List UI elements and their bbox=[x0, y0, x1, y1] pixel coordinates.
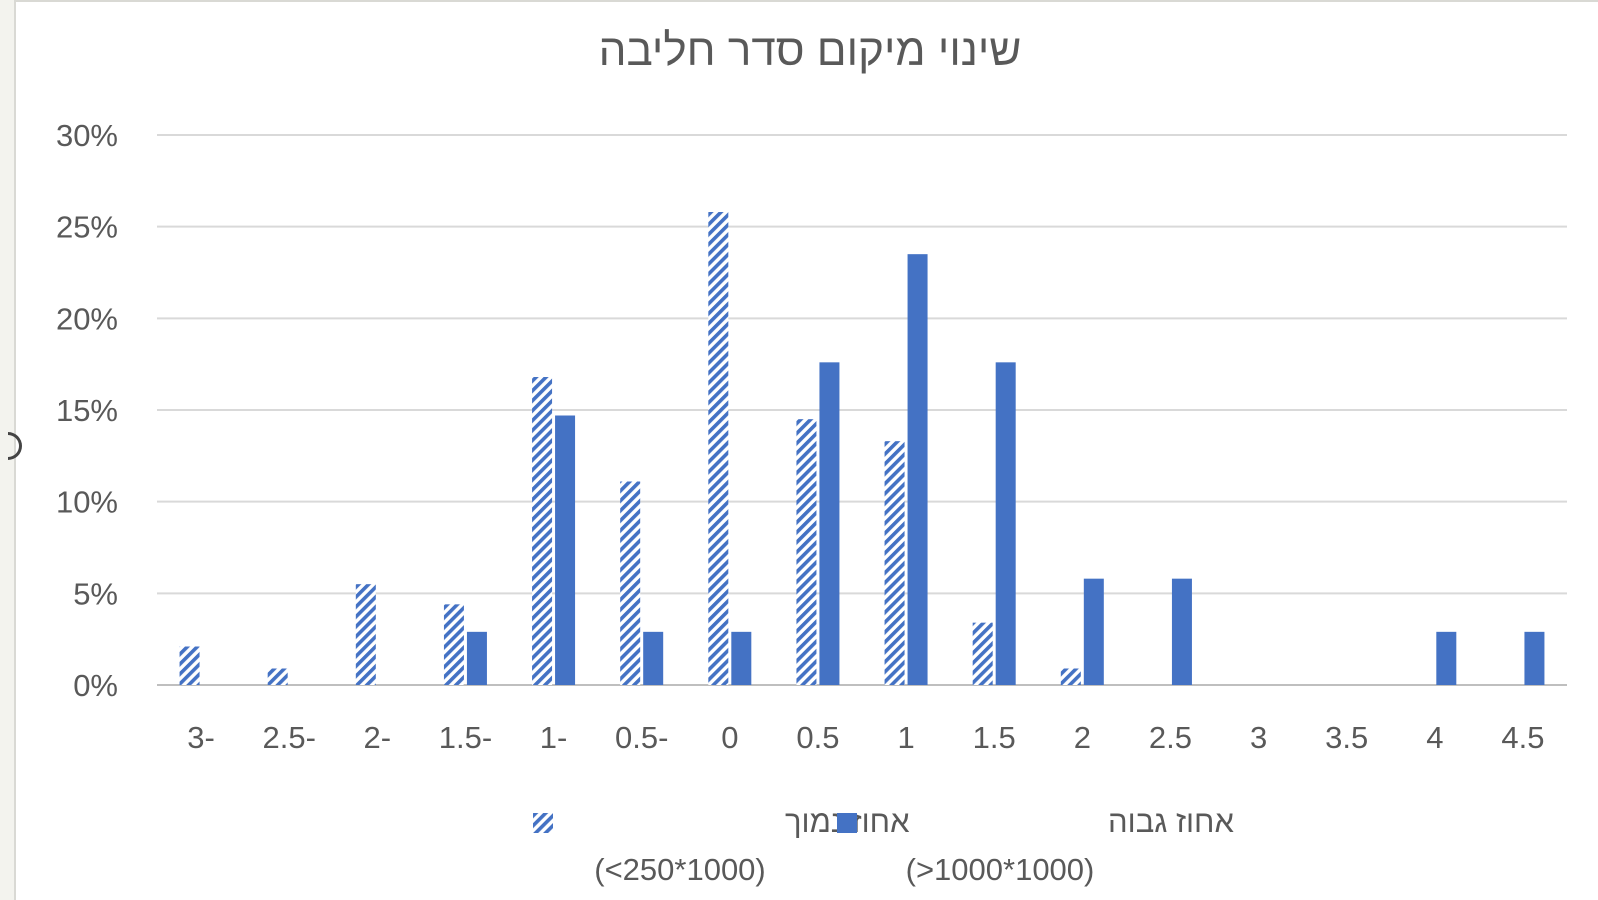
x-tick-label: 0.5- bbox=[615, 720, 668, 755]
bar-high-percent bbox=[1171, 578, 1192, 685]
legend-sublabel-low-percent: (<250*1000) bbox=[594, 852, 766, 887]
bar-low-percent bbox=[972, 622, 993, 685]
y-axis-ticks: 0% 5% 10% 15% 20% 25% 30% bbox=[56, 118, 118, 703]
x-axis-ticks: 3- 2.5- 2- 1.5- 1- 0.5- 0 0.5 1 1.5 2 2.5 3 3.5 4 4.5 bbox=[187, 720, 1544, 755]
legend: אחוז נמוך(<250*1000)אחוז גבוה(>1000*1000… bbox=[533, 804, 1234, 887]
bar-low-percent bbox=[796, 419, 817, 685]
bar-high-percent bbox=[1524, 631, 1545, 685]
chart-title: שינוי מיקום סדר חליבה bbox=[599, 26, 1022, 75]
bars bbox=[179, 212, 1545, 685]
bar-high-percent bbox=[466, 631, 487, 685]
x-tick-label: 2.5 bbox=[1149, 720, 1192, 755]
bar-high-percent bbox=[555, 415, 576, 685]
x-tick-label: 1 bbox=[897, 720, 914, 755]
x-tick-label: 2- bbox=[364, 720, 392, 755]
x-tick-label: 1- bbox=[540, 720, 568, 755]
x-tick-label: 0 bbox=[721, 720, 738, 755]
bar-high-percent bbox=[907, 254, 928, 685]
bar-low-percent bbox=[532, 377, 553, 685]
y-tick-label: 30% bbox=[56, 118, 118, 153]
x-tick-label: 1.5 bbox=[973, 720, 1016, 755]
x-tick-label: 2.5- bbox=[262, 720, 315, 755]
legend-label-high-percent: אחוז גבוה bbox=[1108, 804, 1234, 839]
bar-low-percent bbox=[179, 646, 200, 685]
bar-low-percent bbox=[355, 584, 376, 685]
y-tick-label: 25% bbox=[56, 210, 118, 245]
x-tick-label: 0.5 bbox=[796, 720, 839, 755]
bar-high-percent bbox=[995, 362, 1016, 685]
bar-low-percent bbox=[708, 212, 729, 685]
bar-high-percent bbox=[819, 362, 840, 685]
legend-swatch-high-percent bbox=[837, 813, 857, 833]
bar-high-percent bbox=[643, 631, 664, 685]
bar-high-percent bbox=[731, 631, 752, 685]
bar-low-percent bbox=[1060, 668, 1081, 685]
x-tick-label: 1.5- bbox=[439, 720, 492, 755]
bar-high-percent bbox=[1436, 631, 1457, 685]
x-tick-label: 3.5 bbox=[1325, 720, 1368, 755]
bar-low-percent bbox=[620, 481, 641, 685]
x-tick-label: 2 bbox=[1074, 720, 1091, 755]
y-tick-label: 5% bbox=[73, 576, 118, 611]
bar-low-percent bbox=[267, 668, 288, 685]
y-tick-label: 10% bbox=[56, 485, 118, 520]
x-tick-label: 3- bbox=[187, 720, 215, 755]
bar-low-percent bbox=[884, 441, 905, 685]
gridlines bbox=[157, 134, 1567, 686]
x-tick-label: 4.5 bbox=[1501, 720, 1544, 755]
bar-high-percent bbox=[1083, 578, 1104, 685]
y-tick-label: 15% bbox=[56, 393, 118, 428]
bar-low-percent bbox=[443, 604, 464, 685]
y-tick-label: 20% bbox=[56, 301, 118, 336]
x-tick-label: 4 bbox=[1426, 720, 1443, 755]
x-tick-label: 3 bbox=[1250, 720, 1267, 755]
y-tick-label: 0% bbox=[73, 668, 118, 703]
legend-sublabel-high-percent: (>1000*1000) bbox=[906, 852, 1095, 887]
legend-swatch-low-percent bbox=[533, 813, 553, 833]
